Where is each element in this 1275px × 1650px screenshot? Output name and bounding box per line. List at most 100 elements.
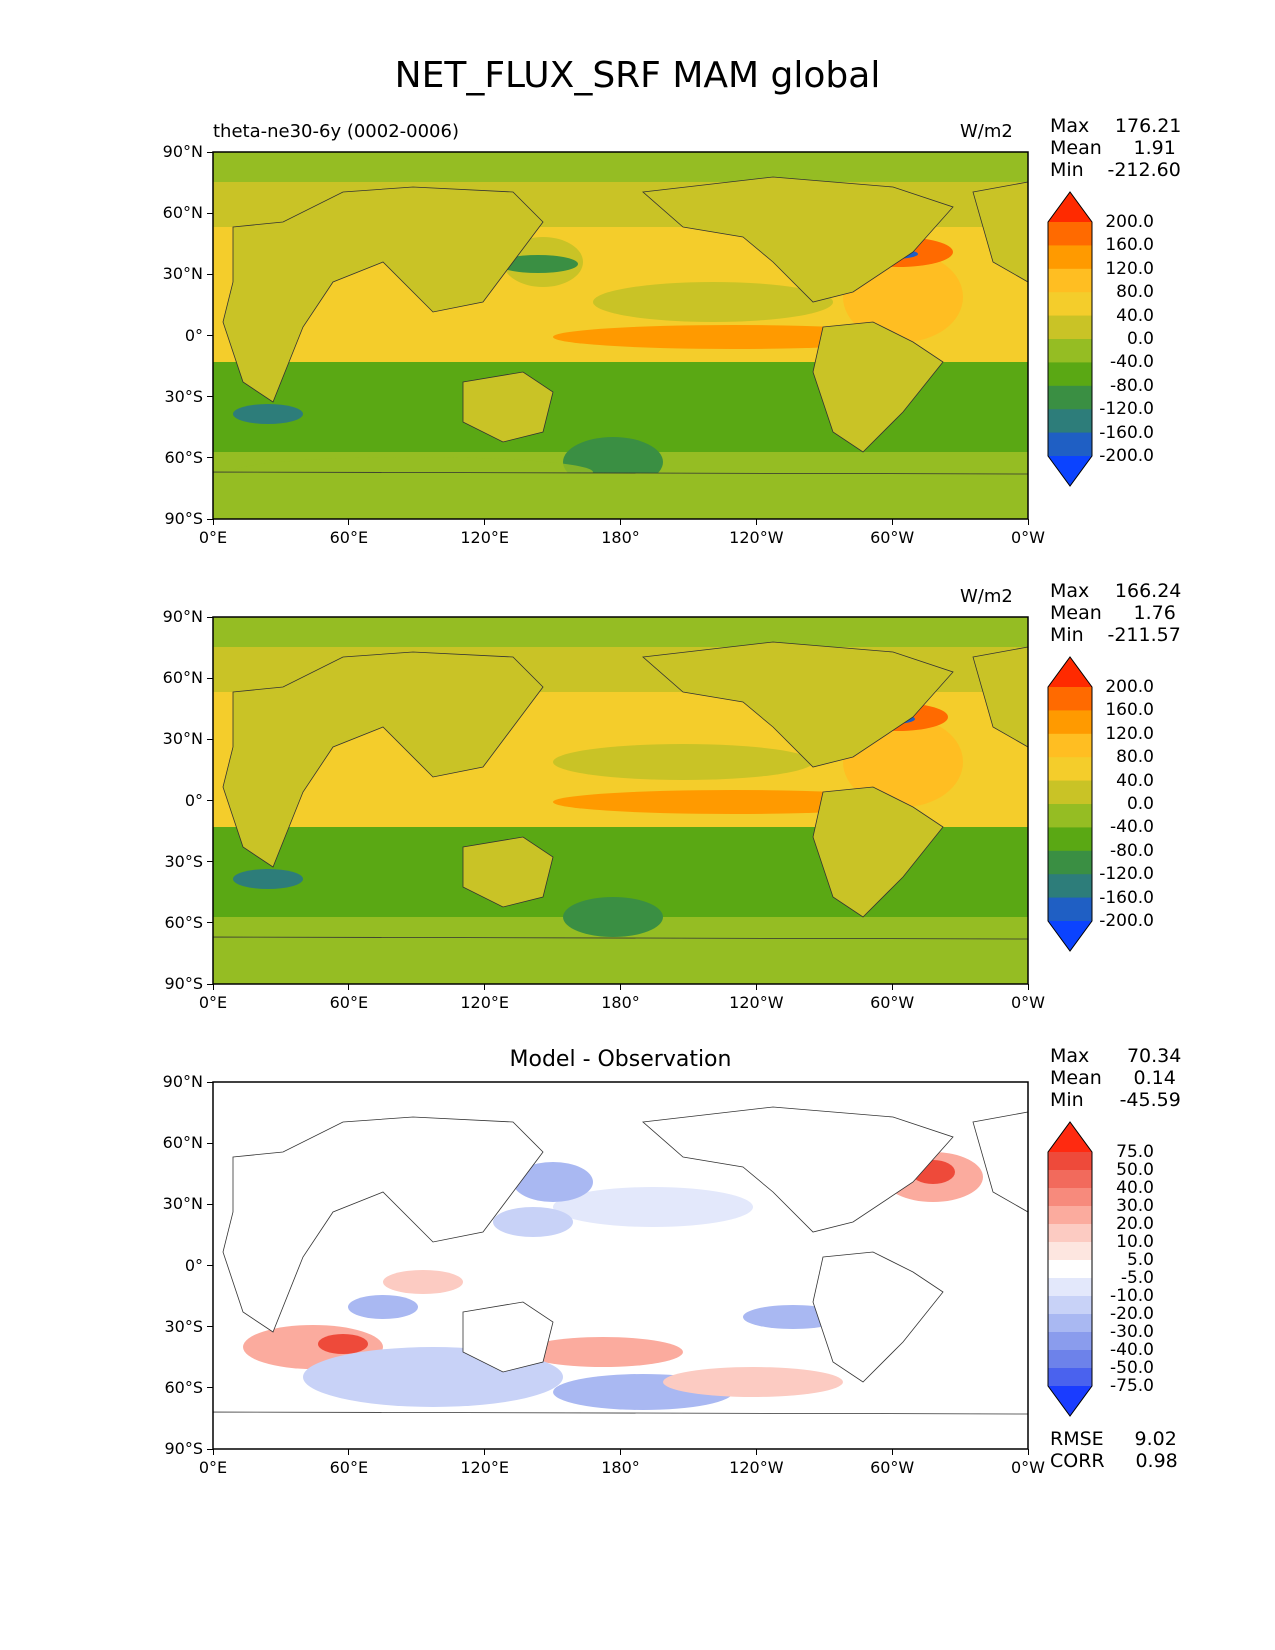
lon-tick-label: 60°E [329, 993, 369, 1012]
colorbar-label: 120.0 [1105, 258, 1154, 279]
lon-tick-mark [348, 984, 350, 990]
colorbar-label: 5.0 [1126, 1250, 1154, 1270]
colorbar-swatch [1048, 409, 1092, 434]
lon-tick-label: 120°E [460, 1458, 509, 1477]
panel-2-units: W/m2 [960, 586, 1013, 607]
lat-tick-mark [207, 1203, 213, 1205]
lon-tick-label: 180° [601, 993, 640, 1012]
colorbar-swatch [1048, 1170, 1092, 1189]
lon-tick-mark [891, 519, 893, 525]
colorbar-swatch [1048, 339, 1092, 363]
figure-title: NET_FLUX_SRF MAM global [394, 55, 881, 96]
colorbar-label: 50.0 [1116, 1160, 1154, 1180]
colorbar-extend-min [1048, 1386, 1092, 1416]
colorbar-swatch [1048, 1278, 1092, 1297]
colorbar-extend-min [1048, 456, 1092, 486]
lat-tick-mark [207, 677, 213, 679]
lon-tick-mark [1027, 984, 1029, 990]
lon-tick-mark [212, 1449, 214, 1455]
lat-tick-mark [207, 1448, 213, 1450]
lat-tick-label: 90°S [164, 1439, 203, 1458]
colorbar-swatch [1048, 1152, 1092, 1171]
colorbar-label: 20.0 [1116, 1214, 1154, 1234]
lon-tick-label: 120°E [460, 528, 509, 547]
lat-tick-mark [207, 335, 213, 336]
colorbar-label: 160.0 [1105, 700, 1154, 721]
lon-tick-mark [484, 1449, 486, 1455]
lon-tick-mark [484, 519, 486, 525]
lat-tick-mark [207, 1387, 213, 1389]
lon-tick-label: 60°E [329, 528, 369, 547]
colorbar-swatch [1048, 897, 1092, 922]
colorbar-label: -120.0 [1099, 399, 1154, 420]
colorbar-swatch [1048, 432, 1092, 457]
colorbar-swatch [1048, 1188, 1092, 1207]
lon-tick-label: 180° [601, 1458, 640, 1477]
colorbar-label: 200.0 [1105, 212, 1154, 232]
lat-tick-mark [207, 1265, 213, 1266]
colorbar-label: -75.0 [1110, 1376, 1154, 1396]
lat-tick-mark [207, 518, 213, 520]
lon-tick-label: 120°W [729, 1458, 784, 1477]
panel-2-stats: Max 166.24 Mean 1.76 Min -211.57 [1050, 580, 1182, 646]
lat-tick-mark [207, 457, 213, 459]
colorbar-label: 40.0 [1116, 1178, 1154, 1198]
lat-tick-label: 90°S [164, 974, 203, 993]
lon-tick-label: 60°W [870, 993, 915, 1012]
lat-tick-label: 30°S [164, 386, 203, 406]
colorbar-label: 0.0 [1126, 794, 1154, 814]
panel-1-units: W/m2 [960, 121, 1013, 142]
colorbar-label: -200.0 [1099, 446, 1154, 466]
colorbar-label: 40.0 [1116, 770, 1154, 791]
lon-tick-mark [212, 984, 214, 990]
colorbar-outline [1047, 191, 1093, 487]
panel-3-colorbar [1047, 1121, 1093, 1417]
colorbar-swatch [1048, 1224, 1092, 1243]
colorbar-label: 80.0 [1116, 282, 1154, 303]
lat-tick-label: 60°S [164, 447, 203, 467]
lon-tick-mark [348, 1449, 350, 1455]
lat-tick-label: 60°N [162, 1133, 203, 1153]
lat-tick-label: 90°N [162, 142, 203, 161]
colorbar-label: -200.0 [1099, 911, 1154, 931]
lat-tick-label: 60°S [164, 1377, 203, 1397]
colorbar-swatch [1048, 804, 1092, 828]
colorbar-extend-max [1048, 192, 1092, 222]
colorbar-extend-max [1048, 657, 1092, 687]
lat-tick-label: 30°S [164, 851, 203, 871]
lon-tick-mark [891, 984, 893, 990]
lat-tick-label: 60°N [162, 668, 203, 688]
colorbar-swatch [1048, 385, 1092, 410]
lon-tick-label: 120°W [729, 993, 784, 1012]
lat-tick-mark [207, 1326, 213, 1328]
colorbar-swatch [1048, 874, 1092, 899]
lat-tick-label: 90°N [162, 607, 203, 626]
lat-tick-label: 0° [184, 1255, 203, 1275]
lon-tick-label: 120°E [460, 993, 509, 1012]
colorbar-label: 200.0 [1105, 677, 1154, 697]
lat-tick-label: 30°N [162, 1194, 203, 1214]
panel-3-map [212, 1081, 1029, 1450]
lon-tick-label: 0°W [1011, 528, 1045, 547]
colorbar-label: 120.0 [1105, 723, 1154, 744]
lon-tick-label: 0°E [198, 1458, 228, 1477]
lat-tick-mark [207, 396, 213, 398]
colorbar-label: 10.0 [1116, 1232, 1154, 1252]
lat-tick-mark [207, 273, 213, 275]
colorbar-swatch [1048, 1314, 1092, 1333]
lon-tick-label: 0°W [1011, 1458, 1045, 1477]
colorbar-outline [1047, 1121, 1093, 1417]
lat-tick-label: 0° [184, 790, 203, 810]
lat-tick-mark [207, 616, 213, 618]
colorbar-label: -30.0 [1110, 1322, 1154, 1342]
colorbar-extend-max [1048, 1122, 1092, 1152]
colorbar-swatch [1048, 733, 1092, 758]
lon-tick-label: 60°W [870, 1458, 915, 1477]
colorbar-swatch [1048, 1332, 1092, 1351]
lon-tick-mark [1027, 519, 1029, 525]
lon-tick-mark [755, 519, 757, 525]
panel-2-map [212, 616, 1029, 985]
colorbar-swatch [1048, 292, 1092, 317]
lon-tick-mark [620, 519, 621, 525]
colorbar-swatch [1048, 245, 1092, 270]
